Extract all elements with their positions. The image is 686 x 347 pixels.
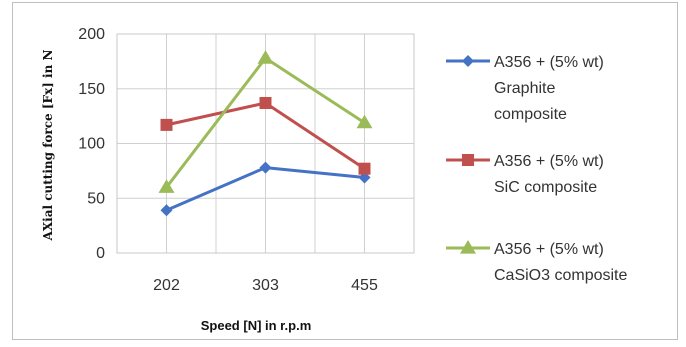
legend-entry: A356 + (5% wt) SiC composite [446,153,604,196]
x-tick-labels: 202 303 455 [153,277,378,294]
legend-label: SiC composite [494,179,597,196]
y-tick-label: 50 [87,190,105,207]
data-point [257,50,274,64]
legend-label: A356 + (5% wt) [494,153,604,170]
y-tick-label: 0 [96,245,105,262]
x-axis-title: Speed [N] in r.p.m [201,318,312,333]
legend-entry: A356 + (5% wt) CaSiO3 composite [446,240,627,284]
x-tick-label: 303 [252,277,279,294]
y-tick-label: 150 [78,81,105,98]
y-tick-label: 100 [78,136,105,153]
y-tick-label: 200 [78,26,105,43]
data-point [358,162,371,175]
legend-label: Graphite [494,80,555,97]
legend-swatch-marker [462,55,474,67]
chart-frame [12,2,678,340]
data-point [259,161,272,174]
series-layer [158,50,373,217]
data-point [356,114,373,129]
y-axis-title: AXial cutting force [Fx] in N [41,50,55,242]
legend-label: CaSiO3 composite [494,267,627,284]
gridlines [116,33,415,254]
legend-swatch-marker [460,240,476,254]
legend-swatch-marker [462,154,474,166]
legend-label: A356 + (5% wt) [494,241,604,258]
legend-entry: A356 + (5% wt) Graphite composite [446,54,604,123]
plot-area-border [116,33,415,254]
x-tick-label: 455 [351,277,378,294]
series-triangle [158,50,373,193]
data-point [158,179,175,193]
data-point [160,204,173,217]
x-tick-label: 202 [153,277,180,294]
data-point [160,118,173,131]
legend-label: A356 + (5% wt) [494,54,604,71]
data-point [259,96,272,109]
y-tick-labels: 0 50 100 150 200 [78,26,105,262]
legend-label: composite [494,106,567,123]
series-square [160,96,371,175]
